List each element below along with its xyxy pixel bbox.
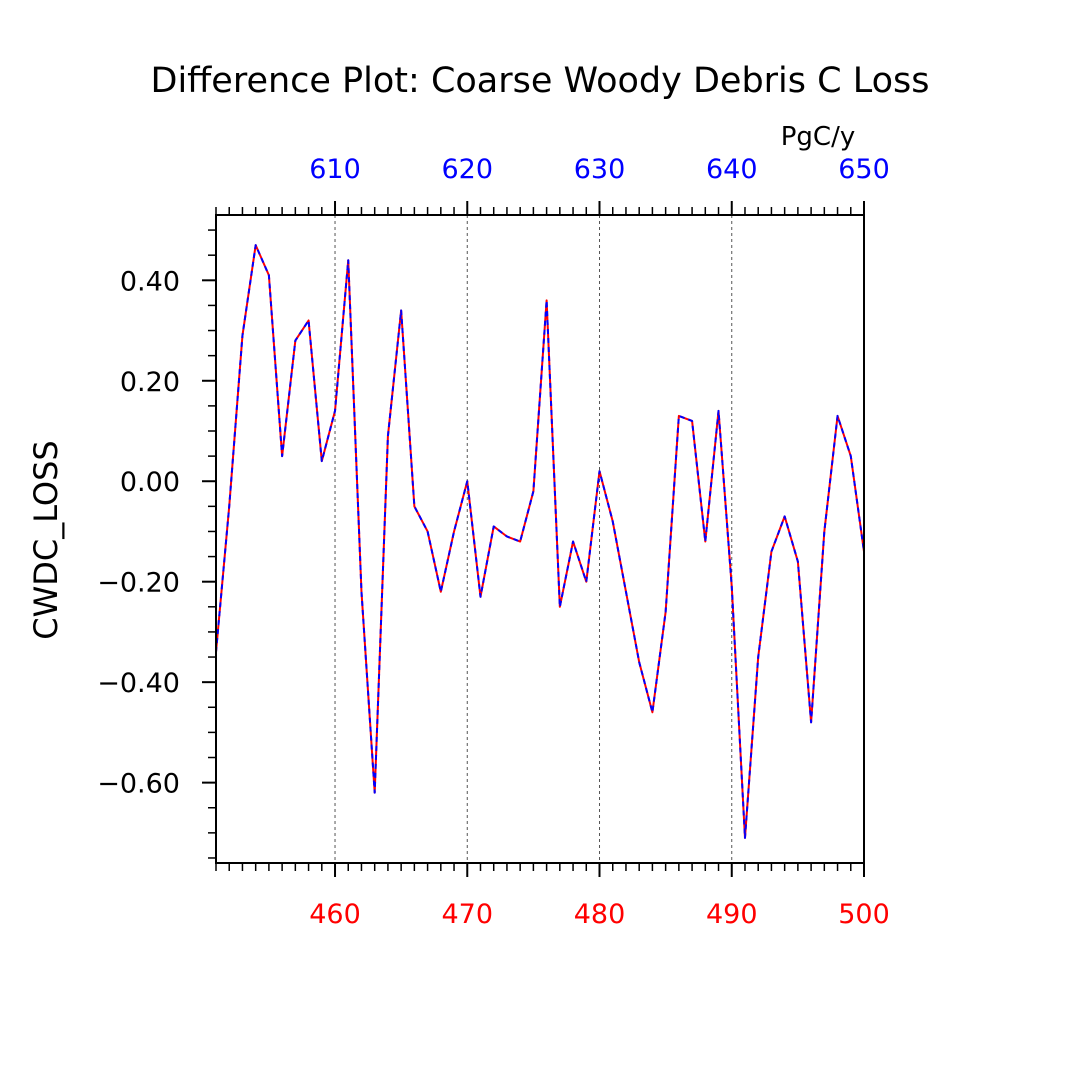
- y-tick-label: −0.40: [97, 668, 180, 699]
- chart-title: Difference Plot: Coarse Woody Debris C L…: [151, 61, 930, 101]
- units-label: PgC/y: [781, 122, 855, 152]
- top-tick-label: 620: [441, 154, 493, 185]
- tick-marks: [202, 201, 865, 877]
- tick-labels: 460 470 480 490 500 610 620 630 640 650 0.40 0.20 0.…: [97, 154, 890, 930]
- series-layer: [215, 244, 865, 839]
- top-tick-label: 650: [838, 154, 890, 185]
- bottom-tick-label: 470: [441, 899, 493, 930]
- top-tick-label: 610: [309, 154, 361, 185]
- series-line-blue: [215, 244, 865, 839]
- bottom-tick-label: 500: [838, 899, 890, 930]
- bottom-tick-label: 460: [309, 899, 361, 930]
- bottom-tick-label: 480: [574, 899, 626, 930]
- y-tick-label: −0.20: [97, 568, 180, 599]
- y-tick-label: 0.20: [120, 367, 180, 398]
- y-axis-label: CWDC_LOSS: [27, 440, 65, 639]
- y-tick-label: 0.00: [120, 467, 180, 498]
- top-tick-label: 640: [706, 154, 758, 185]
- plot-frame: [215, 214, 865, 864]
- bottom-tick-label: 490: [706, 899, 758, 930]
- grid-lines: [334, 215, 733, 863]
- y-tick-label: 0.40: [120, 266, 180, 297]
- series-line-red: [215, 244, 865, 839]
- top-tick-label: 630: [574, 154, 626, 185]
- y-tick-label: −0.60: [97, 769, 180, 800]
